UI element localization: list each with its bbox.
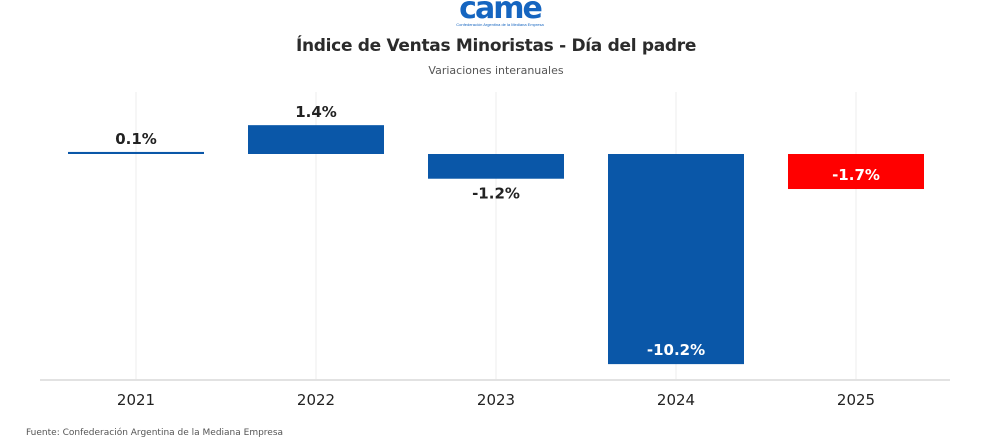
data-label-2023: -1.2% bbox=[472, 185, 520, 203]
data-label-2024: -10.2% bbox=[647, 341, 705, 359]
bar-2025 bbox=[788, 154, 924, 190]
bar-2023 bbox=[428, 154, 564, 179]
source-note: Fuente: Confederación Argentina de la Me… bbox=[26, 428, 284, 438]
chart-title: Índice de Ventas Minoristas - Día del pa… bbox=[295, 36, 697, 56]
x-tick-label-2021: 2021 bbox=[117, 391, 155, 409]
chart-subtitle: Variaciones interanuales bbox=[428, 64, 564, 77]
x-tick-label-2022: 2022 bbox=[297, 391, 335, 409]
bar-2021 bbox=[68, 151, 204, 154]
data-label-2022: 1.4% bbox=[295, 103, 337, 121]
x-tick-label-2024: 2024 bbox=[657, 391, 695, 409]
x-tick-label-2023: 2023 bbox=[477, 391, 515, 409]
bar-2022 bbox=[248, 125, 384, 154]
came-logo: came Confederación Argentina de la Media… bbox=[440, 0, 560, 30]
data-label-2021: 0.1% bbox=[115, 130, 157, 148]
logo-mark: came bbox=[459, 0, 543, 26]
x-tick-label-2025: 2025 bbox=[837, 391, 875, 409]
data-label-2025: -1.7% bbox=[832, 166, 880, 184]
bar-2024 bbox=[608, 154, 744, 365]
logo-tagline: Confederación Argentina de la Mediana Em… bbox=[456, 22, 544, 27]
